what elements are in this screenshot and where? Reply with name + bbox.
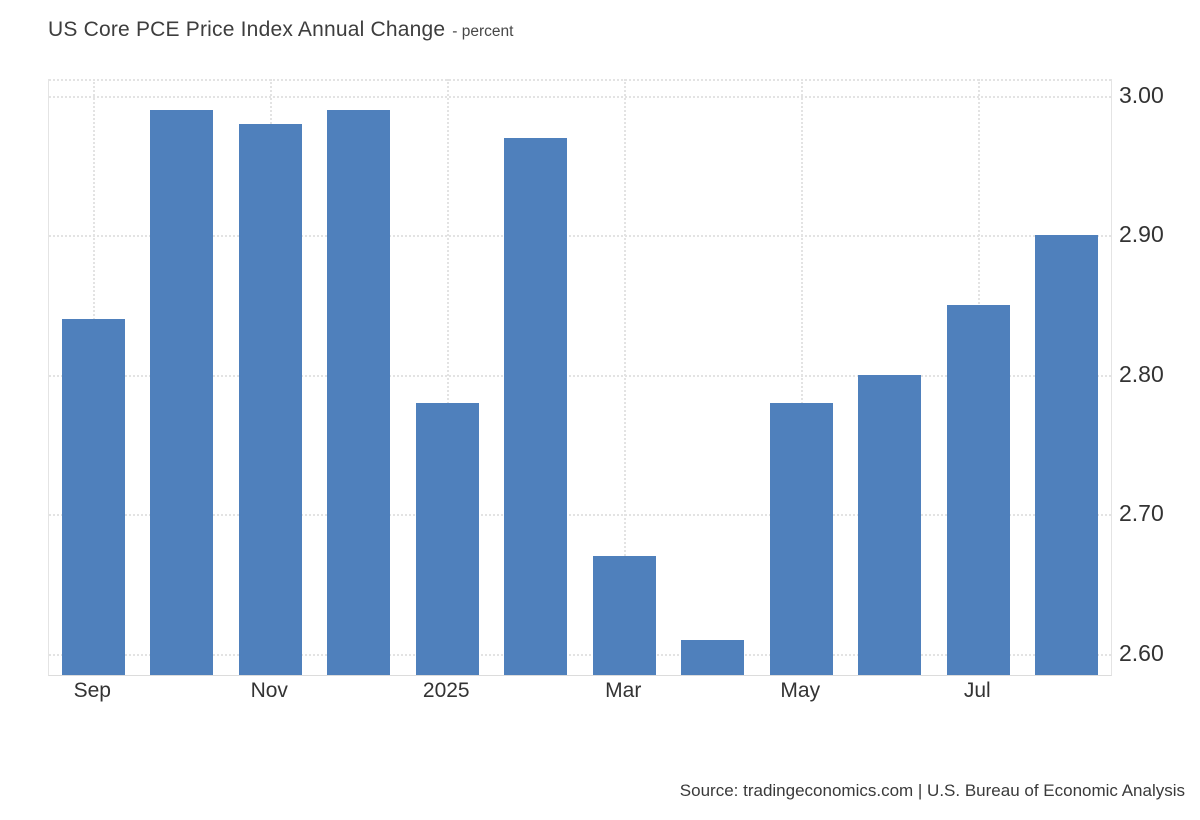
x-tick-label-2025: 2025 xyxy=(422,679,470,702)
chart-header: US Core PCE Price Index Annual Change - … xyxy=(48,18,513,42)
x-tick-label-Nov: Nov xyxy=(250,679,288,702)
gridline-y-2.90 xyxy=(49,235,1111,238)
source-note: Source: tradingeconomics.com | U.S. Bure… xyxy=(679,781,1185,800)
bar-apr-2025[interactable] xyxy=(681,640,745,675)
y-tick-label-2.80: 2.80 xyxy=(1119,360,1164,387)
plot-top-border xyxy=(49,79,1111,81)
bar-dec-2024[interactable] xyxy=(327,109,391,675)
y-tick-label-3.00: 3.00 xyxy=(1119,81,1164,108)
bar-oct-2024[interactable] xyxy=(150,109,214,675)
chart-subtitle: - percent xyxy=(452,23,514,40)
x-tick-label-Mar: Mar xyxy=(605,679,642,702)
x-tick-label-Sep: Sep xyxy=(73,679,111,702)
bar-feb-2025[interactable] xyxy=(504,137,568,675)
bar-jul-2025[interactable] xyxy=(946,305,1010,675)
y-tick-label-2.70: 2.70 xyxy=(1119,500,1164,527)
plot-area xyxy=(48,79,1112,676)
gridline-y-2.70 xyxy=(49,514,1111,517)
bar-may-2025[interactable] xyxy=(769,402,833,675)
gridline-y-2.80 xyxy=(49,374,1111,377)
y-tick-label-2.60: 2.60 xyxy=(1119,640,1164,667)
x-tick-label-May: May xyxy=(780,679,821,702)
gridline-y-3.00 xyxy=(49,95,1111,98)
bar-sep-2024[interactable] xyxy=(61,319,125,675)
gridline-y-2.60 xyxy=(49,654,1111,657)
chart-title: US Core PCE Price Index Annual Change xyxy=(48,18,446,41)
bar-nov-2024[interactable] xyxy=(238,123,302,675)
x-tick-label-Jul: Jul xyxy=(963,679,991,702)
gridline-x-Mar xyxy=(624,79,627,675)
y-tick-label-2.90: 2.90 xyxy=(1119,221,1164,248)
bar-mar-2025[interactable] xyxy=(592,556,656,675)
bar-aug-2025[interactable] xyxy=(1035,235,1099,675)
bar-jan-2025[interactable] xyxy=(415,402,479,675)
gridline-x-2025 xyxy=(447,79,450,675)
bar-jun-2025[interactable] xyxy=(858,374,922,675)
gridline-x-May xyxy=(801,79,804,675)
